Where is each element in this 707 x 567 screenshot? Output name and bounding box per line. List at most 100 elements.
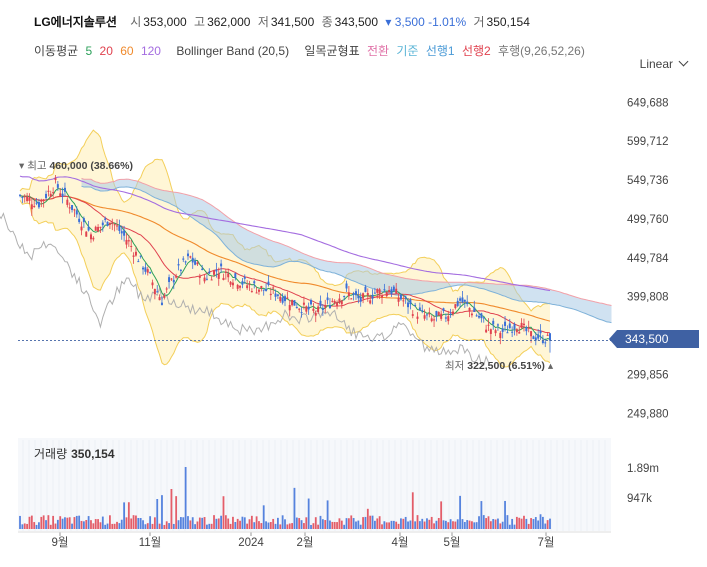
volume-bar (518, 517, 521, 529)
volume-bar (153, 517, 156, 529)
volume-bar (305, 517, 308, 529)
volume-bar (542, 516, 544, 529)
volume-bar (520, 518, 523, 529)
volume-bar (421, 518, 424, 529)
candle-body (305, 306, 308, 312)
candle-body (267, 281, 270, 285)
volume-bar (291, 523, 293, 529)
x-tick-label: 11월 (139, 536, 162, 549)
candle-body (487, 324, 490, 326)
volume-bar (388, 522, 391, 529)
ichimoku-base[interactable]: 기준 (396, 44, 419, 58)
candle-body (473, 307, 476, 312)
candle-body (383, 289, 386, 291)
ma5-label[interactable]: 5 (85, 44, 93, 58)
ichimoku-lagging-line (0, 212, 489, 366)
candle-body (132, 255, 135, 257)
candle-body (186, 253, 189, 257)
ichimoku-span1-line (81, 185, 612, 324)
volume-bar (430, 516, 433, 529)
current-price-tag: 343,500 (609, 330, 699, 348)
candle-body (347, 292, 350, 297)
volume-bar (139, 518, 142, 529)
candle-body (243, 276, 246, 279)
candle-body (317, 306, 320, 312)
volume-bar (163, 524, 166, 529)
volume-bar (26, 523, 28, 529)
ma-label[interactable]: 이동평균 (34, 44, 79, 58)
candle-body (274, 293, 277, 297)
volume-bar (38, 522, 40, 529)
candle-body (288, 305, 291, 311)
candle-body (470, 313, 473, 316)
candle-body (33, 205, 36, 207)
volume-value: 350,154 (486, 15, 530, 29)
low-prefix: 최저 (445, 360, 465, 372)
candle-body (456, 300, 459, 306)
ichimoku-span1[interactable]: 선행1 (425, 44, 455, 58)
volume-bar (135, 515, 137, 529)
volume-bar (80, 520, 83, 529)
volume-bar (284, 519, 286, 529)
candle-body (451, 311, 454, 315)
volume-bar (350, 515, 353, 529)
low-ann-pct: (6.51%) (508, 360, 545, 372)
bollinger-label[interactable]: Bollinger Band (20,5) (176, 44, 290, 58)
volume-bar (258, 521, 260, 529)
volume-title-label: 거래량 (34, 447, 68, 461)
candle-body (357, 295, 360, 299)
candle-body (168, 277, 171, 283)
candle-body (407, 302, 410, 308)
high-prefix: 최고 (27, 160, 47, 172)
scale-dropdown[interactable]: Linear (640, 56, 689, 71)
ichimoku-span2[interactable]: 선행2 (461, 44, 491, 58)
volume-bar (423, 521, 426, 529)
candle-body (411, 314, 414, 316)
ma60-label[interactable]: 60 (120, 44, 134, 58)
candle-body (541, 340, 544, 344)
volume-panel-bg (18, 438, 611, 531)
candle-body (478, 315, 481, 318)
candle-body (494, 330, 497, 334)
low-value: 341,500 (270, 15, 315, 29)
ichimoku-lagging[interactable]: 후행(9,26,52,26) (498, 44, 585, 58)
ma120-label[interactable]: 120 (140, 44, 161, 58)
candle-body (97, 226, 100, 232)
ichimoku-conversion[interactable]: 전환 (366, 44, 390, 58)
volume-bar (324, 520, 327, 529)
volume-bar (428, 519, 431, 529)
high-ann-pct: (38.66%) (90, 160, 133, 172)
candle-body (260, 285, 263, 288)
candle-body (381, 295, 384, 298)
candle-body (378, 289, 381, 295)
volume-bar (345, 518, 348, 529)
candle-body (276, 294, 279, 296)
candle-body (139, 255, 142, 257)
ichimoku-label[interactable]: 일목균형표 (304, 44, 360, 58)
volume-bar (179, 517, 182, 529)
candle-body (546, 334, 549, 336)
volume-bar (177, 520, 180, 529)
candle-body (146, 269, 149, 273)
volume-bar (203, 517, 206, 529)
x-tick-label: 7월 (538, 536, 555, 549)
volume-bar (385, 522, 388, 529)
candle-body (113, 224, 116, 226)
volume-bar (82, 521, 85, 529)
volume-bar (52, 515, 55, 529)
candle-body (229, 281, 232, 285)
volume-bar (149, 516, 152, 529)
candle-body (390, 289, 393, 295)
candle-body (286, 297, 289, 299)
candle-body (328, 304, 331, 309)
candle-body (442, 308, 445, 312)
volume-bar (260, 523, 263, 529)
candle-body (397, 297, 400, 302)
volume-bar (390, 520, 393, 529)
volume-bar (414, 521, 417, 529)
ma20-label[interactable]: 20 (99, 44, 113, 58)
high-value: 362,000 (207, 15, 251, 29)
volume-bar (494, 519, 497, 529)
volume-bar (59, 516, 62, 529)
